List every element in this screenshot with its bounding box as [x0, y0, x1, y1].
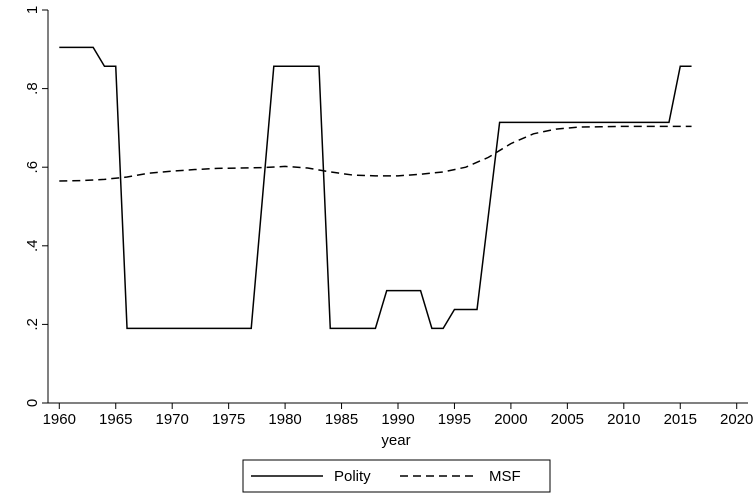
x-axis-title: year	[381, 432, 410, 449]
x-tick-label: 1995	[438, 411, 471, 428]
y-tick-label: .6	[24, 161, 41, 174]
legend-label-polity: Polity	[334, 468, 371, 485]
x-tick-label: 1975	[212, 411, 245, 428]
series-line-polity	[59, 46, 692, 330]
x-tick-label: 2005	[551, 411, 584, 428]
x-tick-label: 1990	[381, 411, 414, 428]
y-axis: 0 .2 .4 .6 .8 1	[24, 6, 49, 407]
legend-box	[242, 459, 551, 493]
legend-label-msf: MSF	[489, 468, 521, 485]
x-tick-label: 1960	[43, 411, 76, 428]
series-line-msf	[59, 125, 692, 182]
y-tick-label: .8	[24, 82, 41, 95]
y-tick-label: 1	[24, 6, 41, 14]
x-axis: 1960 1965 1970 1975 1980 1985 1990 1995 2000 2005…	[43, 402, 753, 428]
x-tick-label: 1980	[268, 411, 301, 428]
legend: Polity MSF	[242, 459, 551, 493]
x-tick-label: 2000	[494, 411, 527, 428]
x-tick-label: 1965	[99, 411, 132, 428]
y-tick-label: 0	[24, 399, 41, 407]
x-tick-label: 2015	[664, 411, 697, 428]
y-tick-label: .2	[24, 318, 41, 331]
x-tick-label: 2020	[720, 411, 753, 428]
x-tick-label: 2010	[607, 411, 640, 428]
y-tick-label: .4	[24, 240, 41, 253]
x-tick-label: 1970	[156, 411, 189, 428]
series-layer	[59, 46, 692, 330]
x-tick-label: 1985	[325, 411, 358, 428]
